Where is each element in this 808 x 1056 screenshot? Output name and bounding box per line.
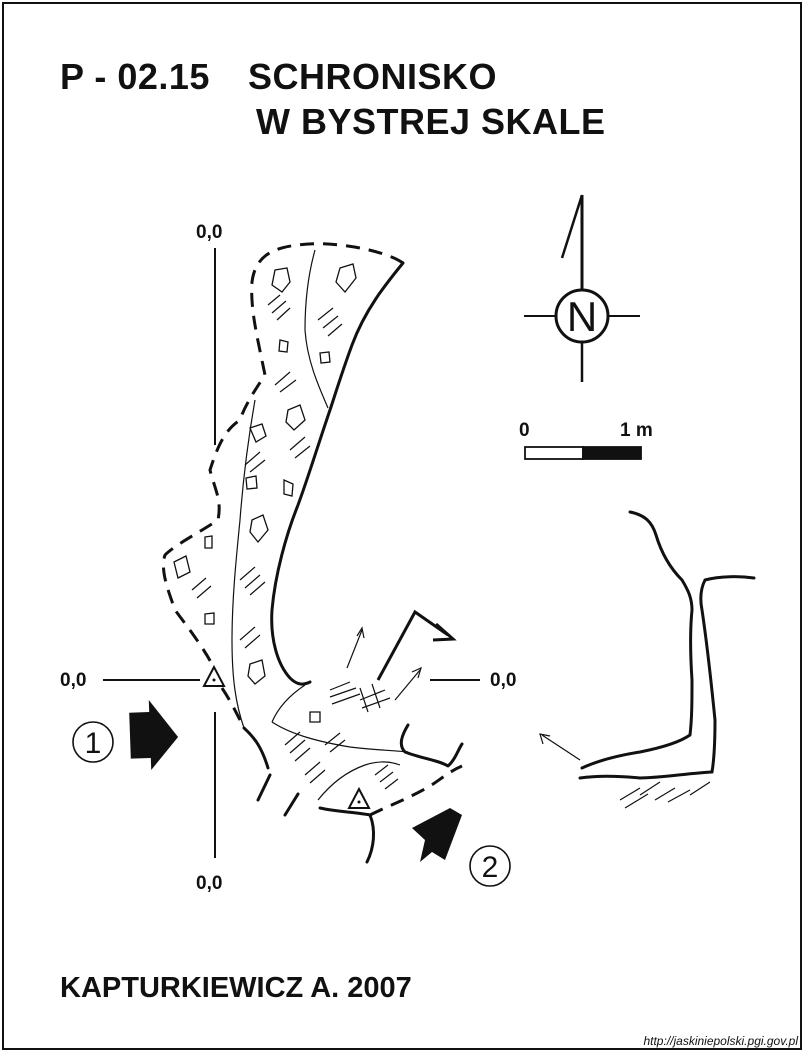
reference-axes: [103, 248, 480, 858]
scale-bar-end-label: 1 m: [620, 420, 653, 441]
source-url[interactable]: http://jaskiniepolski.pgi.gov.pl: [643, 1034, 798, 1048]
passage-continuation-arrow: [376, 609, 457, 681]
section-marker-2-label: 2: [482, 851, 499, 884]
section-marker-1-label: 1: [85, 727, 102, 760]
slope-arrows: [346, 626, 581, 761]
author-credit: KAPTURKIEWICZ A. 2007: [60, 972, 412, 1004]
scale-bar-start-label: 0: [519, 420, 530, 441]
view-arrow-1: [129, 700, 179, 770]
floor-contours: [231, 249, 409, 801]
cave-wall-solid: [242, 261, 464, 864]
rubble-hatching: [191, 294, 711, 809]
axis-label-top: 0,0: [196, 222, 222, 243]
cross-section-profile: [578, 510, 756, 780]
cave-code: P - 02.15: [60, 56, 210, 97]
section-marker-1: 1: [72, 721, 114, 763]
axis-label-right: 0,0: [490, 670, 516, 691]
scale-bar: [524, 446, 642, 460]
survey-station-2: [347, 786, 371, 809]
view-arrow-2: [412, 808, 462, 862]
axis-label-left: 0,0: [60, 670, 86, 691]
section-marker-2: 2: [469, 845, 511, 887]
rock-blocks: [173, 263, 357, 723]
cave-name-line2: W BYSTREJ SKALE: [256, 101, 606, 142]
axis-label-bottom: 0,0: [196, 873, 222, 894]
cave-wall-dashed: [161, 242, 463, 817]
cave-name-line1: SCHRONISKO: [248, 56, 498, 97]
north-arrow: [524, 194, 640, 382]
north-arrow-label: N: [567, 293, 597, 340]
survey-station-1: [202, 664, 226, 687]
